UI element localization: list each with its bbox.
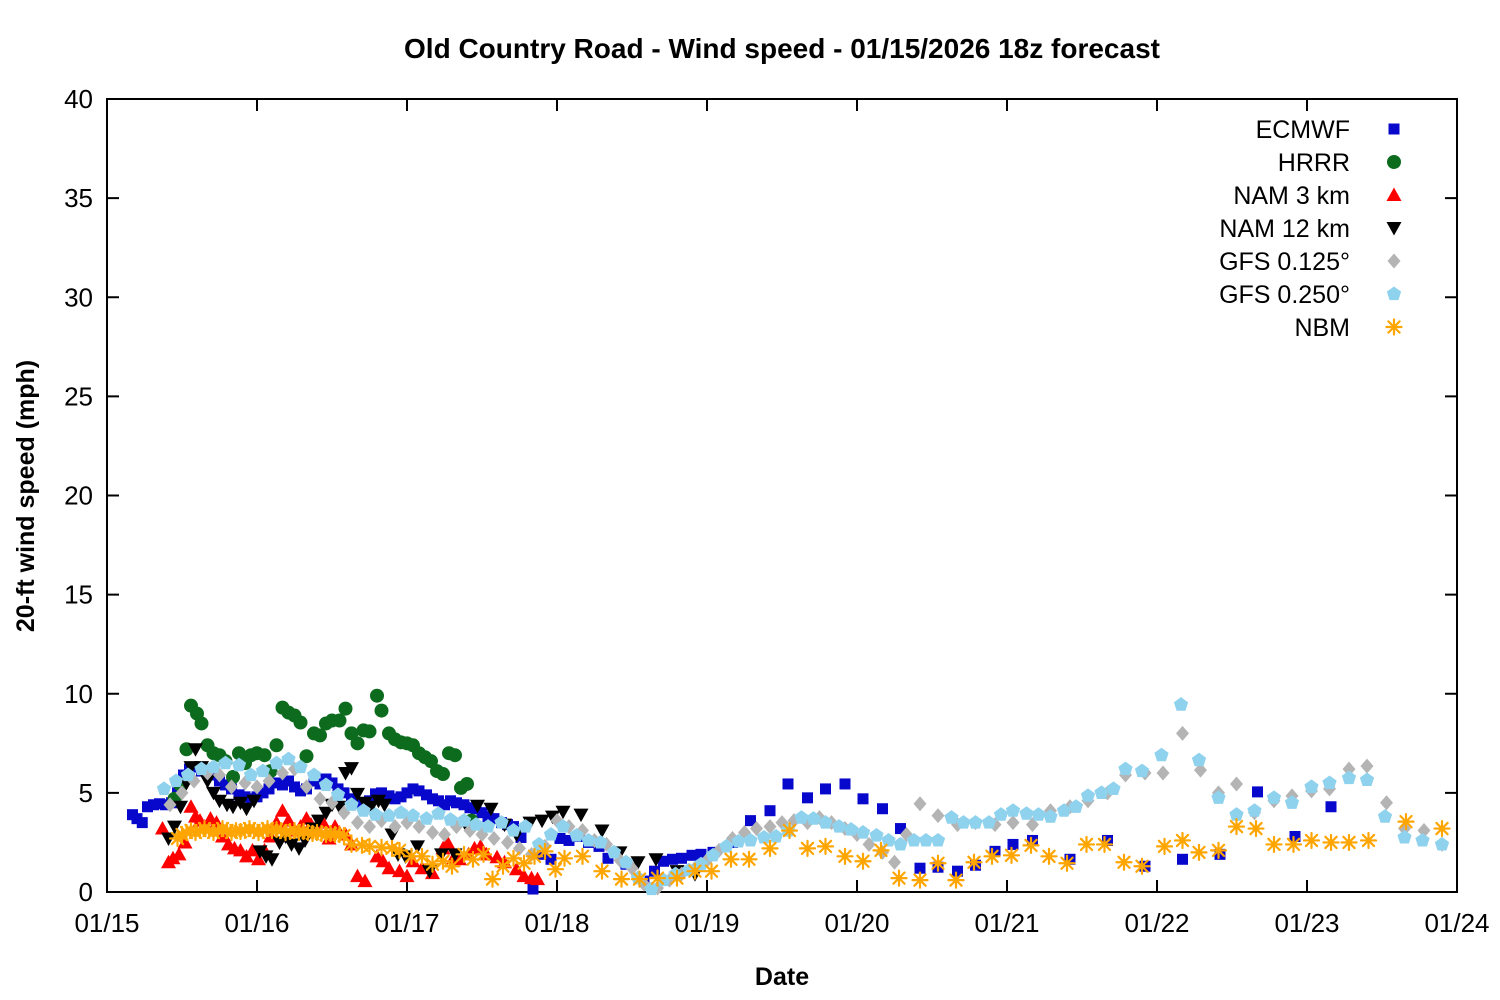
y-tick-label: 20 [64,481,93,511]
x-tick-label: 01/18 [524,908,589,938]
legend-item-ecmwf: ECMWF [1256,116,1400,144]
x-tick-label: 01/21 [974,908,1039,938]
legend-label: GFS 0.125° [1219,248,1350,276]
y-tick-label: 35 [64,183,93,213]
x-tick-label: 01/20 [824,908,889,938]
y-tick-label: 5 [79,778,93,808]
legend-item-nbm: NBM [1294,314,1403,342]
legend: ECMWF HRRR NAM 3 km NAM 12 km GFS 0.125° GFS … [1219,116,1403,342]
y-tick-label: 10 [64,679,93,709]
legend-item-nam-12-km: NAM 12 km [1219,215,1402,243]
legend-marker-asterisk [1385,318,1403,336]
legend-label: GFS 0.250° [1219,281,1350,309]
series-hrrr [167,688,479,828]
x-tick-label: 01/17 [374,908,439,938]
legend-label: NAM 3 km [1233,182,1350,210]
x-tick-label: 01/16 [224,908,289,938]
plot-area: 01/15 01/16 01/17 01/18 01/19 01/20 01/21 01/22… [64,84,1489,938]
y-tick-label: 0 [79,877,93,907]
legend-marker-circle [1387,155,1401,169]
x-tick-label: 01/23 [1274,908,1339,938]
x-tick-label: 01/15 [74,908,139,938]
legend-item-hrrr: HRRR [1278,149,1401,177]
legend-label: HRRR [1278,149,1350,177]
y-tick-label: 15 [64,580,93,610]
x-tick-label: 01/22 [1124,908,1189,938]
x-axis-label: Date [755,963,809,991]
series-nbm [168,813,1451,889]
legend-label: ECMWF [1256,116,1350,144]
legend-marker-triangle-up [1386,187,1402,201]
x-tick-label: 01/24 [1424,908,1489,938]
y-tick-label: 40 [64,84,93,114]
legend-label: NAM 12 km [1219,215,1350,243]
legend-marker-pentagon [1386,286,1402,301]
series-gfs-0-250- [156,697,1450,896]
x-tick-label: 01/19 [674,908,739,938]
legend-marker-square [1388,123,1400,135]
legend-marker-triangle-down [1386,222,1402,236]
y-tick-label: 25 [64,381,93,411]
legend-item-gfs-0-125-: GFS 0.125° [1219,248,1401,276]
legend-item-gfs-0-250-: GFS 0.250° [1219,281,1402,309]
y-axis-label: 20-ft wind speed (mph) [12,360,40,632]
legend-item-nam-3-km: NAM 3 km [1233,182,1402,210]
legend-label: NBM [1294,314,1350,342]
chart-title: Old Country Road - Wind speed - 01/15/20… [404,33,1160,64]
y-tick-label: 30 [64,282,93,312]
legend-marker-diamond [1387,253,1401,269]
